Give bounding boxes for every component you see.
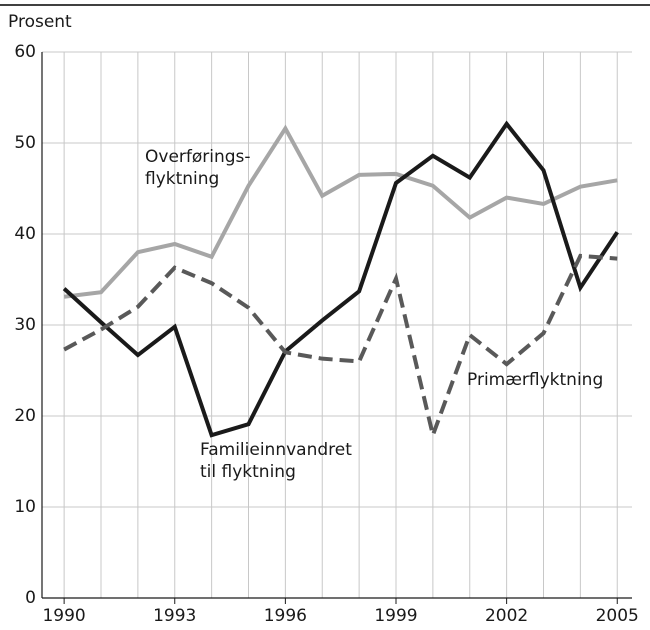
series-label: Familieinnvandret til flyktning: [200, 440, 352, 482]
y-axis-label: Prosent: [8, 12, 72, 32]
series-label-line: til flyktning: [200, 462, 296, 482]
x-tick-label: 1999: [374, 606, 417, 626]
series-label-line: flyktning: [145, 169, 219, 189]
series-label-line: Overførings-: [145, 147, 251, 167]
x-tick-label: 2005: [596, 606, 639, 626]
y-tick-label: 30: [14, 315, 36, 335]
series-label: Overførings-flyktning: [145, 147, 251, 189]
x-tick-label: 1993: [153, 606, 196, 626]
y-tick-label: 20: [14, 406, 36, 426]
y-tick-label: 40: [14, 224, 36, 244]
y-tick-label: 10: [14, 497, 36, 517]
series-label-line: Familieinnvandret: [200, 440, 352, 460]
series-label: Primærflyktning: [467, 370, 603, 390]
series-line: [62, 120, 619, 438]
series-line: [63, 124, 618, 299]
series-label-line: Primærflyktning: [467, 370, 603, 390]
x-tick-label: 1996: [264, 606, 307, 626]
series-line: [63, 253, 618, 443]
x-tick-label: 2002: [485, 606, 528, 626]
y-tick-label: 0: [25, 588, 36, 608]
y-tick-label: 60: [14, 42, 36, 62]
x-tick-label: 1990: [42, 606, 85, 626]
y-tick-label: 50: [14, 133, 36, 153]
